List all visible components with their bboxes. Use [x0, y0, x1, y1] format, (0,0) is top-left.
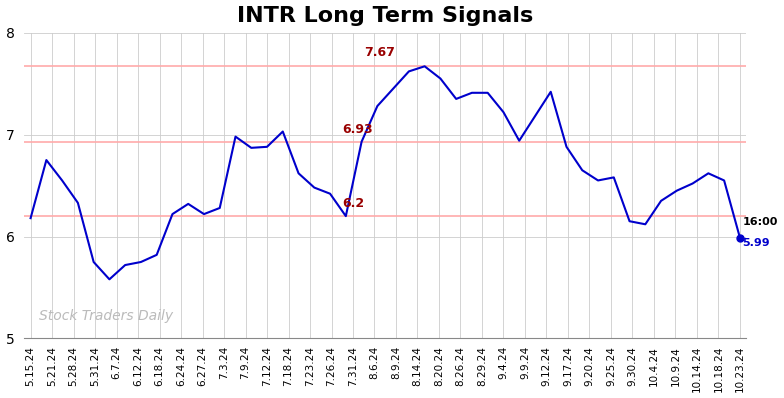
Title: INTR Long Term Signals: INTR Long Term Signals — [237, 6, 533, 25]
Text: Stock Traders Daily: Stock Traders Daily — [38, 309, 172, 323]
Text: 16:00: 16:00 — [742, 217, 778, 227]
Text: 7.67: 7.67 — [364, 46, 395, 59]
Text: 6.93: 6.93 — [343, 123, 373, 136]
Text: 6.2: 6.2 — [343, 197, 365, 210]
Text: 5.99: 5.99 — [742, 238, 770, 248]
